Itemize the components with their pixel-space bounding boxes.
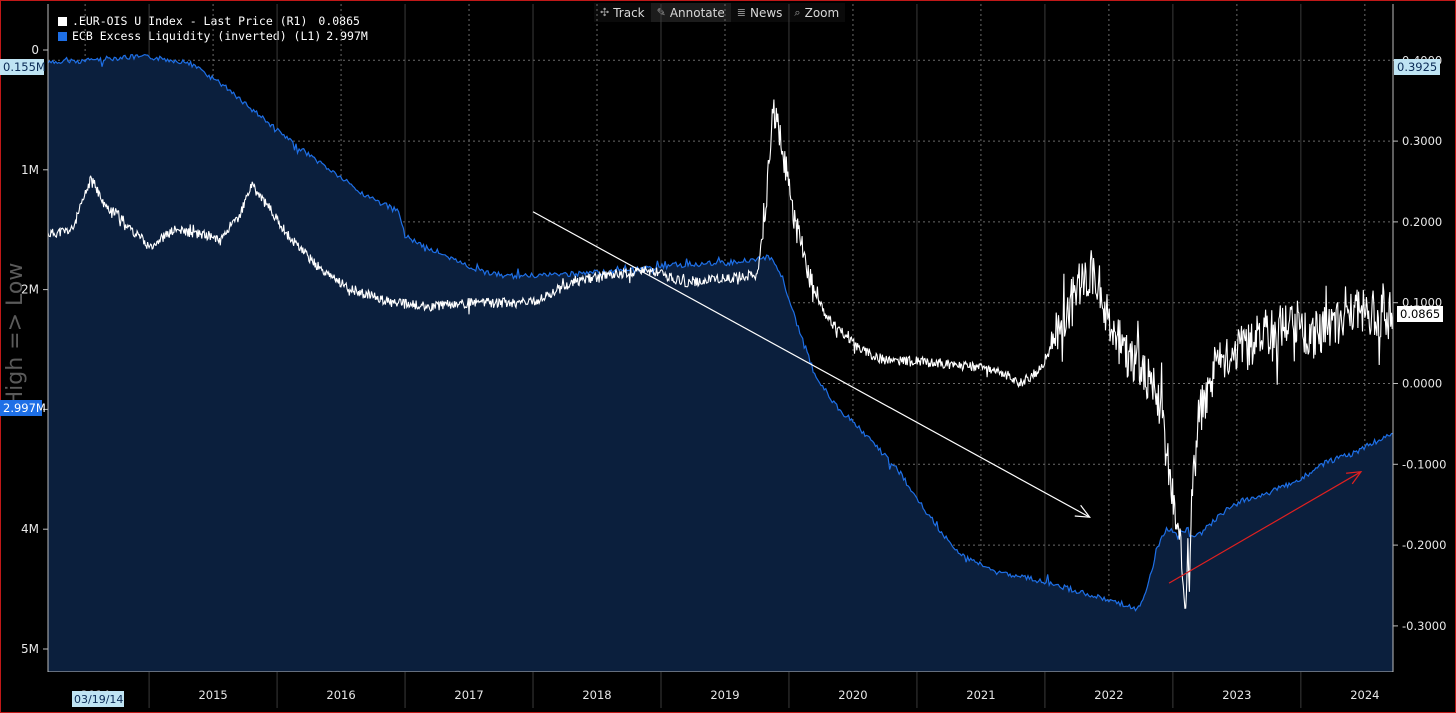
legend-swatch-blue (58, 32, 67, 41)
legend-label-excess-liquidity: ECB Excess Liquidity (inverted) (L1) (72, 29, 322, 43)
annotate-label: Annotate (669, 5, 725, 20)
legend-item-eur-ois[interactable]: .EUR-OIS U Index - Last Price (R1) 0.086… (58, 14, 368, 29)
legend-label-eur-ois: .EUR-OIS U Index - Last Price (R1) (72, 14, 308, 28)
track-label: Track (613, 5, 645, 20)
legend-swatch-white (58, 17, 67, 26)
track-button[interactable]: ✣ Track (594, 3, 651, 22)
legend-value-eur-ois: 0.0865 (318, 14, 360, 28)
legend-item-excess-liquidity[interactable]: ECB Excess Liquidity (inverted) (L1) 2.9… (58, 29, 368, 44)
chart-legend: .EUR-OIS U Index - Last Price (R1) 0.086… (58, 14, 368, 44)
news-button[interactable]: ≣ News (731, 3, 789, 22)
annotate-button[interactable]: ✎ Annotate (650, 3, 731, 22)
news-label: News (749, 5, 783, 20)
chart-toolbar: ✣ Track ✎ Annotate ≣ News ⌕ Zoom (594, 3, 846, 22)
zoom-icon: ⌕ (794, 5, 801, 19)
zoom-label: Zoom (804, 5, 840, 20)
zoom-button[interactable]: ⌕ Zoom (788, 3, 845, 22)
news-icon: ≣ (736, 6, 746, 19)
legend-value-excess-liquidity: 2.997M (326, 29, 368, 43)
pencil-icon: ✎ (656, 6, 666, 19)
crosshair-icon: ✣ (600, 6, 610, 19)
